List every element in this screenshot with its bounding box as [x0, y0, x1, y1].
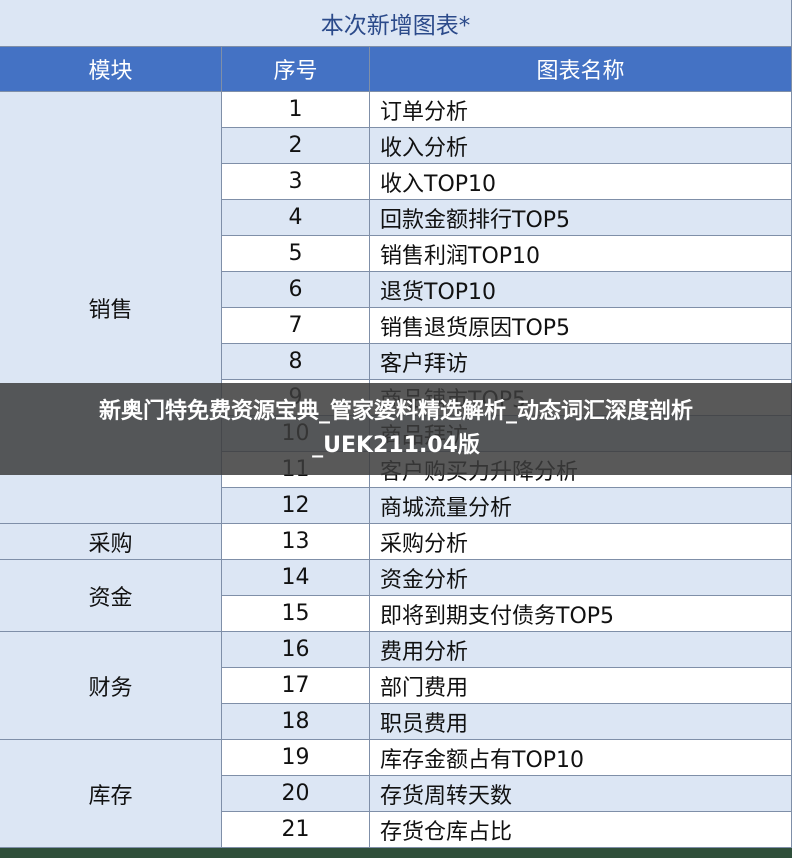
- chart-name: 回款金额排行TOP5: [370, 200, 792, 236]
- row-number: 19: [222, 740, 370, 776]
- row-number: 1: [222, 92, 370, 128]
- chart-name: 资金分析: [370, 560, 792, 596]
- chart-name: 退货TOP10: [370, 272, 792, 308]
- row-number: 8: [222, 344, 370, 380]
- module-cell: 财务: [0, 632, 222, 740]
- row-number: 17: [222, 668, 370, 704]
- chart-name: 销售退货原因TOP5: [370, 308, 792, 344]
- overlay-banner: 新奥门特免费资源宝典_管家婆料精选解析_动态词汇深度剖析 _UEK211.04版: [0, 383, 792, 475]
- row-number: 6: [222, 272, 370, 308]
- banner-line: _UEK211.04版: [312, 433, 480, 458]
- row-number: 16: [222, 632, 370, 668]
- chart-name: 订单分析: [370, 92, 792, 128]
- row-number: 5: [222, 236, 370, 272]
- row-number: 15: [222, 596, 370, 632]
- module-cell: 采购: [0, 524, 222, 560]
- module-cell: 资金: [0, 560, 222, 632]
- header-cell: 序号: [222, 47, 370, 92]
- chart-name: 商城流量分析: [370, 488, 792, 524]
- row-number: 13: [222, 524, 370, 560]
- header-cell: 图表名称: [370, 47, 792, 92]
- chart-name: 库存金额占有TOP10: [370, 740, 792, 776]
- row-number: 12: [222, 488, 370, 524]
- chart-name: 采购分析: [370, 524, 792, 560]
- chart-name: 客户拜访: [370, 344, 792, 380]
- header-cell: 模块: [0, 47, 222, 92]
- row-number: 4: [222, 200, 370, 236]
- table-title: 本次新增图表*: [0, 0, 792, 47]
- row-number: 3: [222, 164, 370, 200]
- row-number: 2: [222, 128, 370, 164]
- chart-name: 收入TOP10: [370, 164, 792, 200]
- row-number: 7: [222, 308, 370, 344]
- chart-name: 存货仓库占比: [370, 812, 792, 848]
- module-cell: 库存: [0, 740, 222, 848]
- chart-name: 存货周转天数: [370, 776, 792, 812]
- chart-name: 费用分析: [370, 632, 792, 668]
- chart-name: 收入分析: [370, 128, 792, 164]
- row-number: 14: [222, 560, 370, 596]
- chart-name: 部门费用: [370, 668, 792, 704]
- row-number: 21: [222, 812, 370, 848]
- chart-name: 即将到期支付债务TOP5: [370, 596, 792, 632]
- row-number: 20: [222, 776, 370, 812]
- banner-line: 新奥门特免费资源宝典_管家婆料精选解析_动态词汇深度剖析: [98, 399, 693, 424]
- chart-name: 销售利润TOP10: [370, 236, 792, 272]
- chart-name: 职员费用: [370, 704, 792, 740]
- row-number: 18: [222, 704, 370, 740]
